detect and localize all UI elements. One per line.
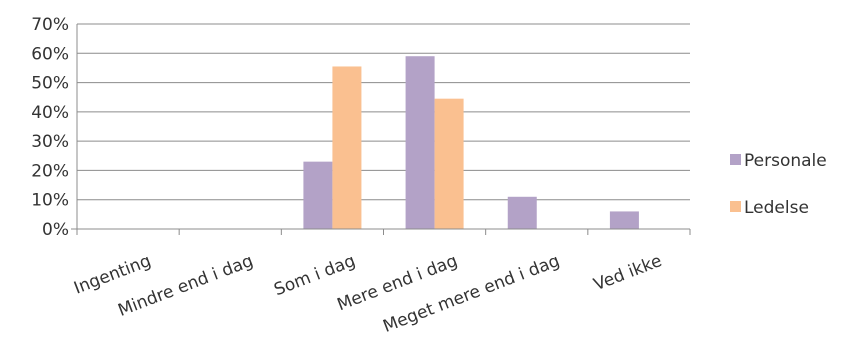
x-category-label: Meget mere end i dag bbox=[380, 251, 562, 337]
bar-personale-3 bbox=[405, 56, 435, 229]
legend-label-ledelse: Ledelse bbox=[744, 198, 809, 218]
y-tick-label: 30% bbox=[31, 132, 69, 152]
bar-personale-2 bbox=[303, 161, 333, 229]
y-tick-label: 10% bbox=[31, 191, 69, 211]
legend-swatch-personale bbox=[730, 154, 741, 165]
y-tick-label: 50% bbox=[31, 74, 69, 94]
gridlines bbox=[77, 23, 690, 201]
legend-swatch-ledelse bbox=[730, 201, 741, 212]
y-tick-label: 40% bbox=[31, 103, 69, 123]
legend: Personale Ledelse bbox=[730, 151, 827, 218]
y-tick-label: 70% bbox=[31, 15, 69, 35]
bars bbox=[303, 56, 639, 229]
bar-personale-4 bbox=[507, 196, 537, 229]
bar-personale-5 bbox=[609, 211, 639, 229]
bar-ledelse-3 bbox=[434, 98, 464, 229]
y-tick-label: 0% bbox=[42, 220, 69, 240]
y-tick-label: 60% bbox=[31, 44, 69, 64]
bar-ledelse-2 bbox=[332, 66, 362, 229]
y-tick-label: 20% bbox=[31, 161, 69, 181]
y-axis-tick-labels: 0% 10% 20% 30% 40% 50% 60% 70% bbox=[31, 15, 69, 240]
axes bbox=[71, 24, 691, 235]
x-category-label: Ved ikke bbox=[591, 251, 665, 295]
legend-label-personale: Personale bbox=[744, 151, 827, 171]
